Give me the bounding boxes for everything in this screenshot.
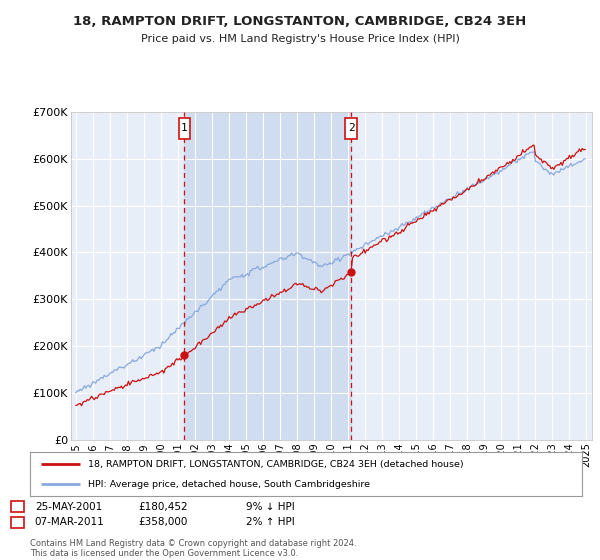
Text: £358,000: £358,000 — [138, 517, 187, 528]
Text: HPI: Average price, detached house, South Cambridgeshire: HPI: Average price, detached house, Sout… — [88, 480, 370, 489]
Text: 07-MAR-2011: 07-MAR-2011 — [35, 517, 104, 528]
Text: £180,452: £180,452 — [138, 502, 188, 512]
Text: 9% ↓ HPI: 9% ↓ HPI — [246, 502, 295, 512]
Text: 2: 2 — [348, 123, 355, 133]
Text: 1: 1 — [14, 502, 21, 512]
Text: 25-MAY-2001: 25-MAY-2001 — [35, 502, 102, 512]
Text: 18, RAMPTON DRIFT, LONGSTANTON, CAMBRIDGE, CB24 3EH: 18, RAMPTON DRIFT, LONGSTANTON, CAMBRIDG… — [73, 15, 527, 27]
Text: 2: 2 — [14, 517, 21, 528]
FancyBboxPatch shape — [345, 118, 357, 139]
Text: Price paid vs. HM Land Registry's House Price Index (HPI): Price paid vs. HM Land Registry's House … — [140, 34, 460, 44]
Text: Contains HM Land Registry data © Crown copyright and database right 2024.
This d: Contains HM Land Registry data © Crown c… — [30, 539, 356, 558]
Bar — [184, 112, 351, 440]
Text: 18, RAMPTON DRIFT, LONGSTANTON, CAMBRIDGE, CB24 3EH (detached house): 18, RAMPTON DRIFT, LONGSTANTON, CAMBRIDG… — [88, 460, 464, 469]
FancyBboxPatch shape — [179, 118, 190, 139]
Text: 1: 1 — [181, 123, 188, 133]
Text: 2% ↑ HPI: 2% ↑ HPI — [246, 517, 295, 528]
